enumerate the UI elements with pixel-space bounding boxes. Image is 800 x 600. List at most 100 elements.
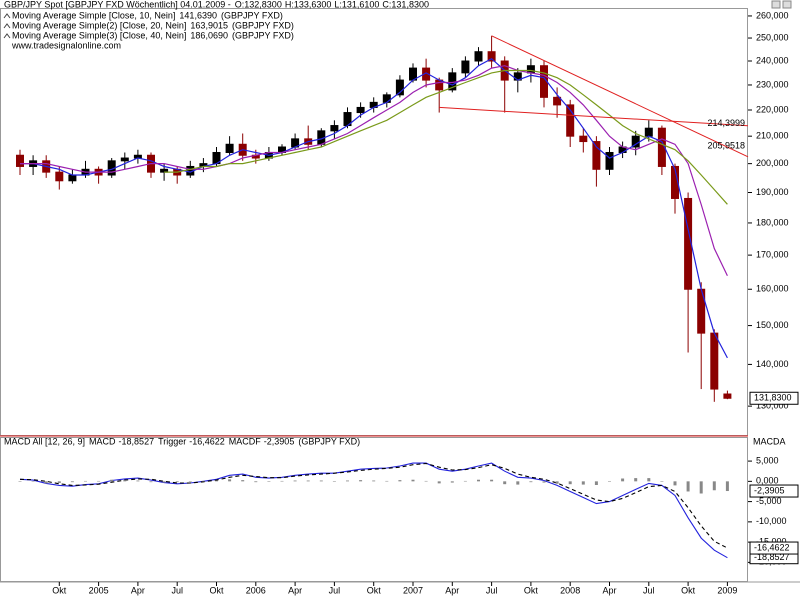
histogram-bar (699, 481, 703, 494)
histogram-bar (634, 478, 638, 482)
y-tick-label: -15,000 (756, 536, 787, 546)
legend-name: MACDF (229, 436, 261, 446)
x-tick-label: 2007 (403, 585, 423, 595)
histogram-bar (241, 480, 245, 482)
candle-body (461, 60, 470, 74)
histogram-bar (18, 481, 22, 482)
y-tick-label: 210,000 (756, 131, 789, 141)
candle-body (579, 135, 588, 143)
histogram-bar (254, 481, 258, 483)
y-tick-label: 170,000 (756, 249, 789, 259)
last-value-label: -2,3905 (754, 485, 785, 495)
ohlc-label: H:133,6300 (285, 0, 332, 9)
histogram-bar (542, 481, 546, 483)
histogram-bar (332, 481, 336, 482)
header-text: Moving Average Simple [Close, 10, Nein] (12, 10, 175, 20)
histogram-bar (608, 481, 611, 482)
legend-icon (3, 23, 11, 29)
histogram-bar (359, 480, 363, 482)
x-tick-label: 2008 (560, 585, 580, 595)
histogram-bar (594, 481, 598, 485)
x-tick-label: Jul (643, 585, 655, 595)
y-tick-label: 130,000 (756, 401, 789, 411)
candle-body (592, 141, 601, 170)
candle-body (225, 143, 234, 153)
x-tick-label: Okt (367, 585, 382, 595)
histogram-bar (319, 480, 323, 482)
candle-body (120, 157, 129, 162)
x-tick-label: Jul (329, 585, 341, 595)
histogram-bar (228, 479, 232, 482)
header-text: (GBPJPY FXD) (232, 30, 294, 40)
histogram-bar (293, 480, 297, 482)
ohlc-label: O:132,8300 (235, 0, 282, 9)
candle-body (356, 106, 365, 114)
histogram-bar (725, 481, 729, 492)
x-tick-label: Okt (209, 585, 224, 595)
histogram-bar (267, 481, 271, 482)
candle-body (657, 127, 666, 167)
histogram-bar (581, 481, 585, 485)
last-value-label: -18,8527 (754, 552, 790, 562)
x-tick-label: 2005 (89, 585, 109, 595)
window-button[interactable] (771, 0, 781, 9)
candle-body (55, 171, 64, 182)
y-tick-label: -10,000 (756, 516, 787, 526)
window-button[interactable] (782, 0, 792, 9)
y-tick-label: 5,000 (756, 455, 779, 465)
histogram-bar (162, 481, 166, 483)
candle-body (671, 165, 679, 199)
chart-title: GBP/JPY Spot [GBPJPY FXD Wöchentlich] 04… (4, 0, 231, 9)
histogram-bar (201, 480, 205, 482)
histogram-bar (70, 481, 74, 483)
histogram-bar (57, 481, 61, 483)
legend-value: -2,3905 (264, 436, 295, 446)
last-price-label: 131,8300 (754, 393, 792, 403)
x-tick-label: Okt (681, 585, 696, 595)
histogram-bar (411, 479, 415, 482)
moving-average (20, 65, 728, 276)
candle-body (422, 67, 431, 81)
histogram-bar (621, 478, 625, 482)
histogram-bar (477, 479, 480, 482)
histogram-bar (175, 481, 179, 483)
histogram-bar (529, 481, 533, 483)
histogram-bar (424, 480, 428, 482)
y-tick-label: 160,000 (756, 284, 789, 294)
histogram-bar (490, 479, 494, 482)
candle-body (526, 65, 535, 74)
candle-body (16, 154, 24, 167)
histogram-bar (503, 481, 507, 485)
histogram-bar (398, 480, 402, 482)
histogram-bar (660, 481, 664, 482)
y-tick-label: 190,000 (756, 187, 789, 197)
histogram-bar (97, 480, 101, 482)
candle-body (395, 79, 404, 96)
histogram-bar (372, 480, 376, 482)
candle-body (487, 51, 496, 62)
x-tick-label: Apr (602, 585, 616, 595)
candle-body (330, 125, 339, 132)
header-text: 163,9015 (190, 20, 228, 30)
candle-body (553, 96, 562, 106)
candle-body (474, 51, 483, 62)
y-tick-label: 250,000 (756, 32, 789, 42)
x-tick-label: 2009 (717, 585, 737, 595)
candle-body (644, 127, 653, 137)
legend-name: MACD (89, 436, 116, 446)
macd-title: MACD All [12, 26, 9] (4, 436, 85, 446)
x-tick-label: Apr (288, 585, 302, 595)
histogram-bar (149, 481, 153, 483)
last-value-box (749, 484, 799, 498)
y-tick-label: 140,000 (756, 359, 789, 369)
header-text: (GBPJPY FXD) (232, 20, 294, 30)
candle-body (566, 104, 575, 137)
trendline (491, 35, 749, 158)
histogram-bar (568, 481, 572, 485)
x-tick-label: Okt (52, 585, 67, 595)
ohlc-label: L:131,6100 (334, 0, 379, 9)
histogram-bar (31, 481, 35, 482)
y-tick-label: 220,000 (756, 104, 789, 114)
